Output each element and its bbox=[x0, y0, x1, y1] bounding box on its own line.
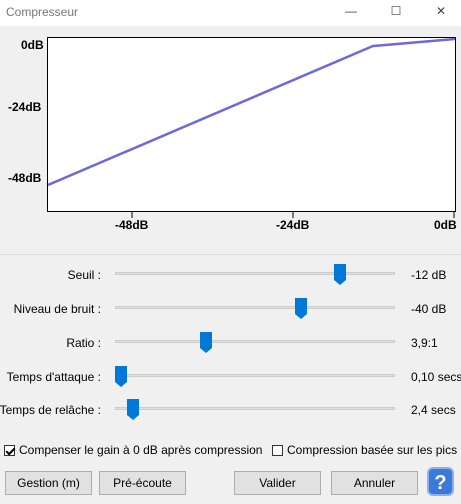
makeup-gain-checkbox[interactable] bbox=[4, 444, 15, 456]
threshold-label: Seuil : bbox=[67, 268, 101, 282]
attack-time-value: 0,10 secs bbox=[411, 370, 461, 384]
ratio-slider-thumb[interactable] bbox=[200, 332, 212, 353]
release-time-label: Temps de relâche : bbox=[0, 403, 101, 417]
attack-time-slider-track[interactable] bbox=[115, 374, 395, 377]
peak-based-checkbox[interactable] bbox=[272, 444, 283, 456]
ratio-label: Ratio : bbox=[66, 336, 101, 350]
transfer-curve-svg bbox=[48, 38, 455, 187]
peak-based-option[interactable]: Compression basée sur les pics bbox=[272, 441, 457, 459]
manage-button[interactable]: Gestion (m) bbox=[5, 471, 92, 495]
threshold-value: -12 dB bbox=[411, 268, 447, 282]
makeup-gain-label: Compenser le gain à 0 dB après compressi… bbox=[19, 443, 263, 457]
y-tick-0db: 0dB bbox=[21, 38, 44, 52]
release-time-slider-track[interactable] bbox=[115, 407, 395, 410]
x-tick-0db: 0dB bbox=[434, 218, 457, 232]
window-title: Compresseur bbox=[6, 5, 79, 19]
release-time-slider-thumb[interactable] bbox=[127, 399, 139, 420]
preview-button[interactable]: Pré-écoute bbox=[99, 471, 186, 495]
noise-floor-slider-track[interactable] bbox=[115, 306, 395, 309]
x-tick-minus48db: -48dB bbox=[115, 218, 149, 232]
peak-based-label: Compression basée sur les pics bbox=[287, 443, 458, 457]
maximize-button[interactable]: ☐ bbox=[390, 4, 402, 18]
release-time-value: 2,4 secs bbox=[411, 403, 456, 417]
ok-button[interactable]: Valider bbox=[234, 471, 321, 495]
noise-floor-label: Niveau de bruit : bbox=[13, 302, 101, 316]
transfer-curve-plot bbox=[47, 37, 456, 212]
help-button[interactable]: ? bbox=[427, 467, 454, 496]
title-bar: Compresseur — ☐ ✕ bbox=[0, 0, 461, 26]
attack-time-slider-thumb[interactable] bbox=[115, 366, 127, 387]
x-tick-minus24db: -24dB bbox=[276, 218, 310, 232]
attack-time-label: Temps d'attaque : bbox=[6, 370, 101, 384]
cancel-button[interactable]: Annuler bbox=[331, 471, 418, 495]
separator bbox=[0, 254, 461, 255]
threshold-slider-track[interactable] bbox=[115, 272, 395, 275]
ratio-slider-track[interactable] bbox=[115, 340, 395, 343]
ratio-value: 3,9:1 bbox=[411, 336, 438, 350]
noise-floor-slider-thumb[interactable] bbox=[295, 298, 307, 319]
close-button[interactable]: ✕ bbox=[435, 4, 447, 18]
y-tick-minus24db: -24dB bbox=[8, 100, 42, 114]
makeup-gain-option[interactable]: Compenser le gain à 0 dB après compressi… bbox=[4, 441, 262, 459]
noise-floor-value: -40 dB bbox=[411, 302, 447, 316]
y-tick-minus48db: -48dB bbox=[8, 171, 42, 185]
threshold-slider-thumb[interactable] bbox=[334, 264, 346, 285]
transfer-curve-line bbox=[48, 38, 455, 187]
minimize-button[interactable]: — bbox=[345, 4, 357, 18]
x-axis-ticks bbox=[131, 212, 455, 218]
